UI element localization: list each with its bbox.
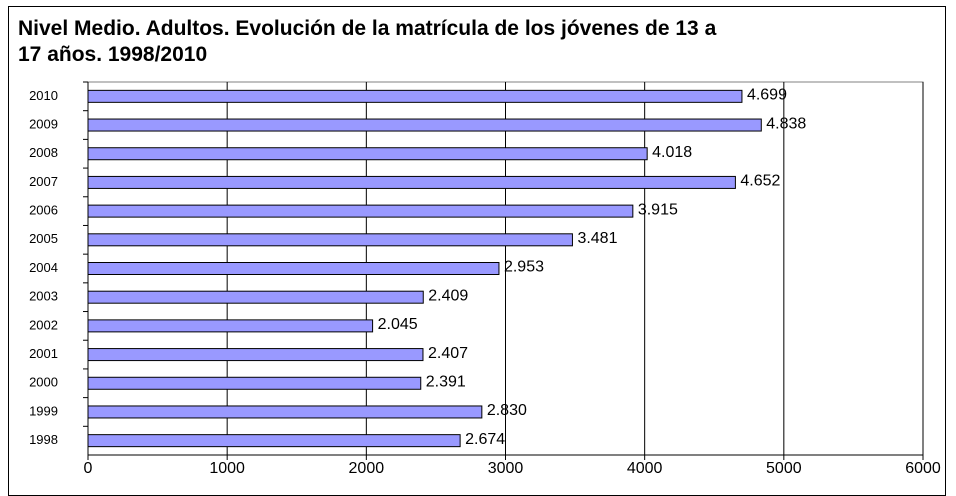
data-label: 4.699 [747, 87, 787, 104]
x-tick-label: 2000 [349, 460, 385, 477]
bar [87, 405, 483, 419]
y-tick-label: 2007 [29, 174, 58, 189]
data-label: 2.391 [426, 373, 466, 390]
bar [87, 147, 648, 161]
bar [87, 319, 374, 333]
y-tick-label: 2004 [29, 260, 58, 275]
y-tick-label: 1998 [29, 432, 58, 447]
bar [87, 348, 424, 362]
x-tick-label: 1000 [209, 460, 245, 477]
x-tick-label: 4000 [627, 460, 663, 477]
bar [87, 118, 762, 132]
bar [87, 434, 461, 448]
bar [87, 89, 743, 103]
data-label: 4.652 [740, 173, 780, 190]
y-tick-label: 2002 [29, 317, 58, 332]
y-tick-label: 2001 [29, 346, 58, 361]
y-tick-label: 1999 [29, 403, 58, 418]
data-label: 2.409 [428, 287, 468, 304]
chart-title: Nivel Medio. Adultos. Evolución de la ma… [18, 17, 717, 66]
y-tick-label: 2003 [29, 289, 58, 304]
bar [87, 290, 424, 304]
data-label: 4.838 [766, 115, 806, 132]
bar [87, 262, 500, 275]
data-label: 2.953 [504, 259, 544, 276]
y-tick-label: 2000 [29, 375, 58, 390]
x-tick-label: 0 [84, 460, 93, 477]
x-tick-label: 5000 [766, 460, 802, 477]
page: Nivel Medio. Adultos. Evolución de la ma… [8, 6, 946, 496]
bar [87, 376, 422, 390]
data-label: 2.045 [378, 316, 418, 333]
y-tick-label: 2010 [29, 88, 58, 103]
bar [87, 204, 634, 218]
data-label: 4.018 [652, 144, 692, 161]
bar [87, 175, 736, 189]
x-tick-label: 3000 [488, 460, 524, 477]
y-tick-label: 2005 [29, 231, 58, 246]
y-tick-label: 2006 [29, 203, 58, 218]
data-label: 2.674 [465, 431, 505, 448]
x-tick-label: 6000 [905, 460, 941, 477]
data-label: 3.481 [577, 230, 617, 247]
data-label: 2.407 [428, 345, 468, 362]
data-label: 2.830 [487, 402, 527, 419]
chart: 0 1000 2000 3000 4000 5000 6000 2010 4.699 2009 4.… [29, 81, 941, 477]
y-tick-label: 2009 [29, 116, 58, 131]
bar [87, 233, 573, 247]
y-tick-label: 2008 [29, 145, 58, 160]
data-label: 3.915 [638, 201, 678, 218]
